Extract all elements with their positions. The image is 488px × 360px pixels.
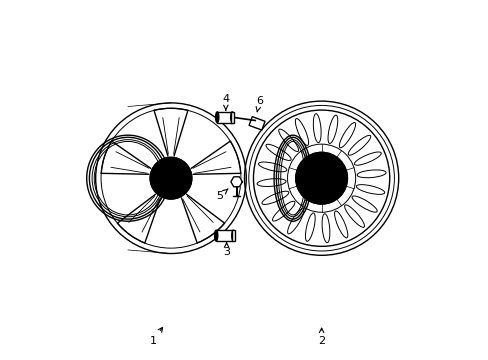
Circle shape — [156, 171, 161, 177]
Circle shape — [302, 170, 308, 177]
Text: 4: 4 — [222, 94, 229, 110]
Bar — [231, 230, 235, 241]
Circle shape — [180, 171, 185, 177]
Circle shape — [327, 188, 334, 195]
Ellipse shape — [230, 112, 233, 123]
Circle shape — [161, 186, 166, 192]
Circle shape — [176, 186, 181, 192]
Text: 2: 2 — [317, 328, 325, 346]
Circle shape — [333, 170, 341, 177]
Circle shape — [295, 152, 346, 204]
Circle shape — [317, 158, 325, 165]
Circle shape — [150, 157, 191, 199]
Bar — [216, 230, 233, 241]
Text: 6: 6 — [256, 96, 263, 112]
Polygon shape — [230, 177, 242, 187]
Text: 5: 5 — [216, 189, 227, 201]
Bar — [217, 112, 232, 123]
Ellipse shape — [214, 230, 217, 241]
Text: 1: 1 — [149, 328, 162, 346]
Text: 3: 3 — [223, 243, 229, 257]
Ellipse shape — [231, 230, 235, 241]
Ellipse shape — [215, 112, 219, 123]
Circle shape — [168, 163, 173, 168]
Bar — [230, 112, 233, 123]
Circle shape — [307, 188, 315, 195]
Bar — [248, 117, 264, 130]
